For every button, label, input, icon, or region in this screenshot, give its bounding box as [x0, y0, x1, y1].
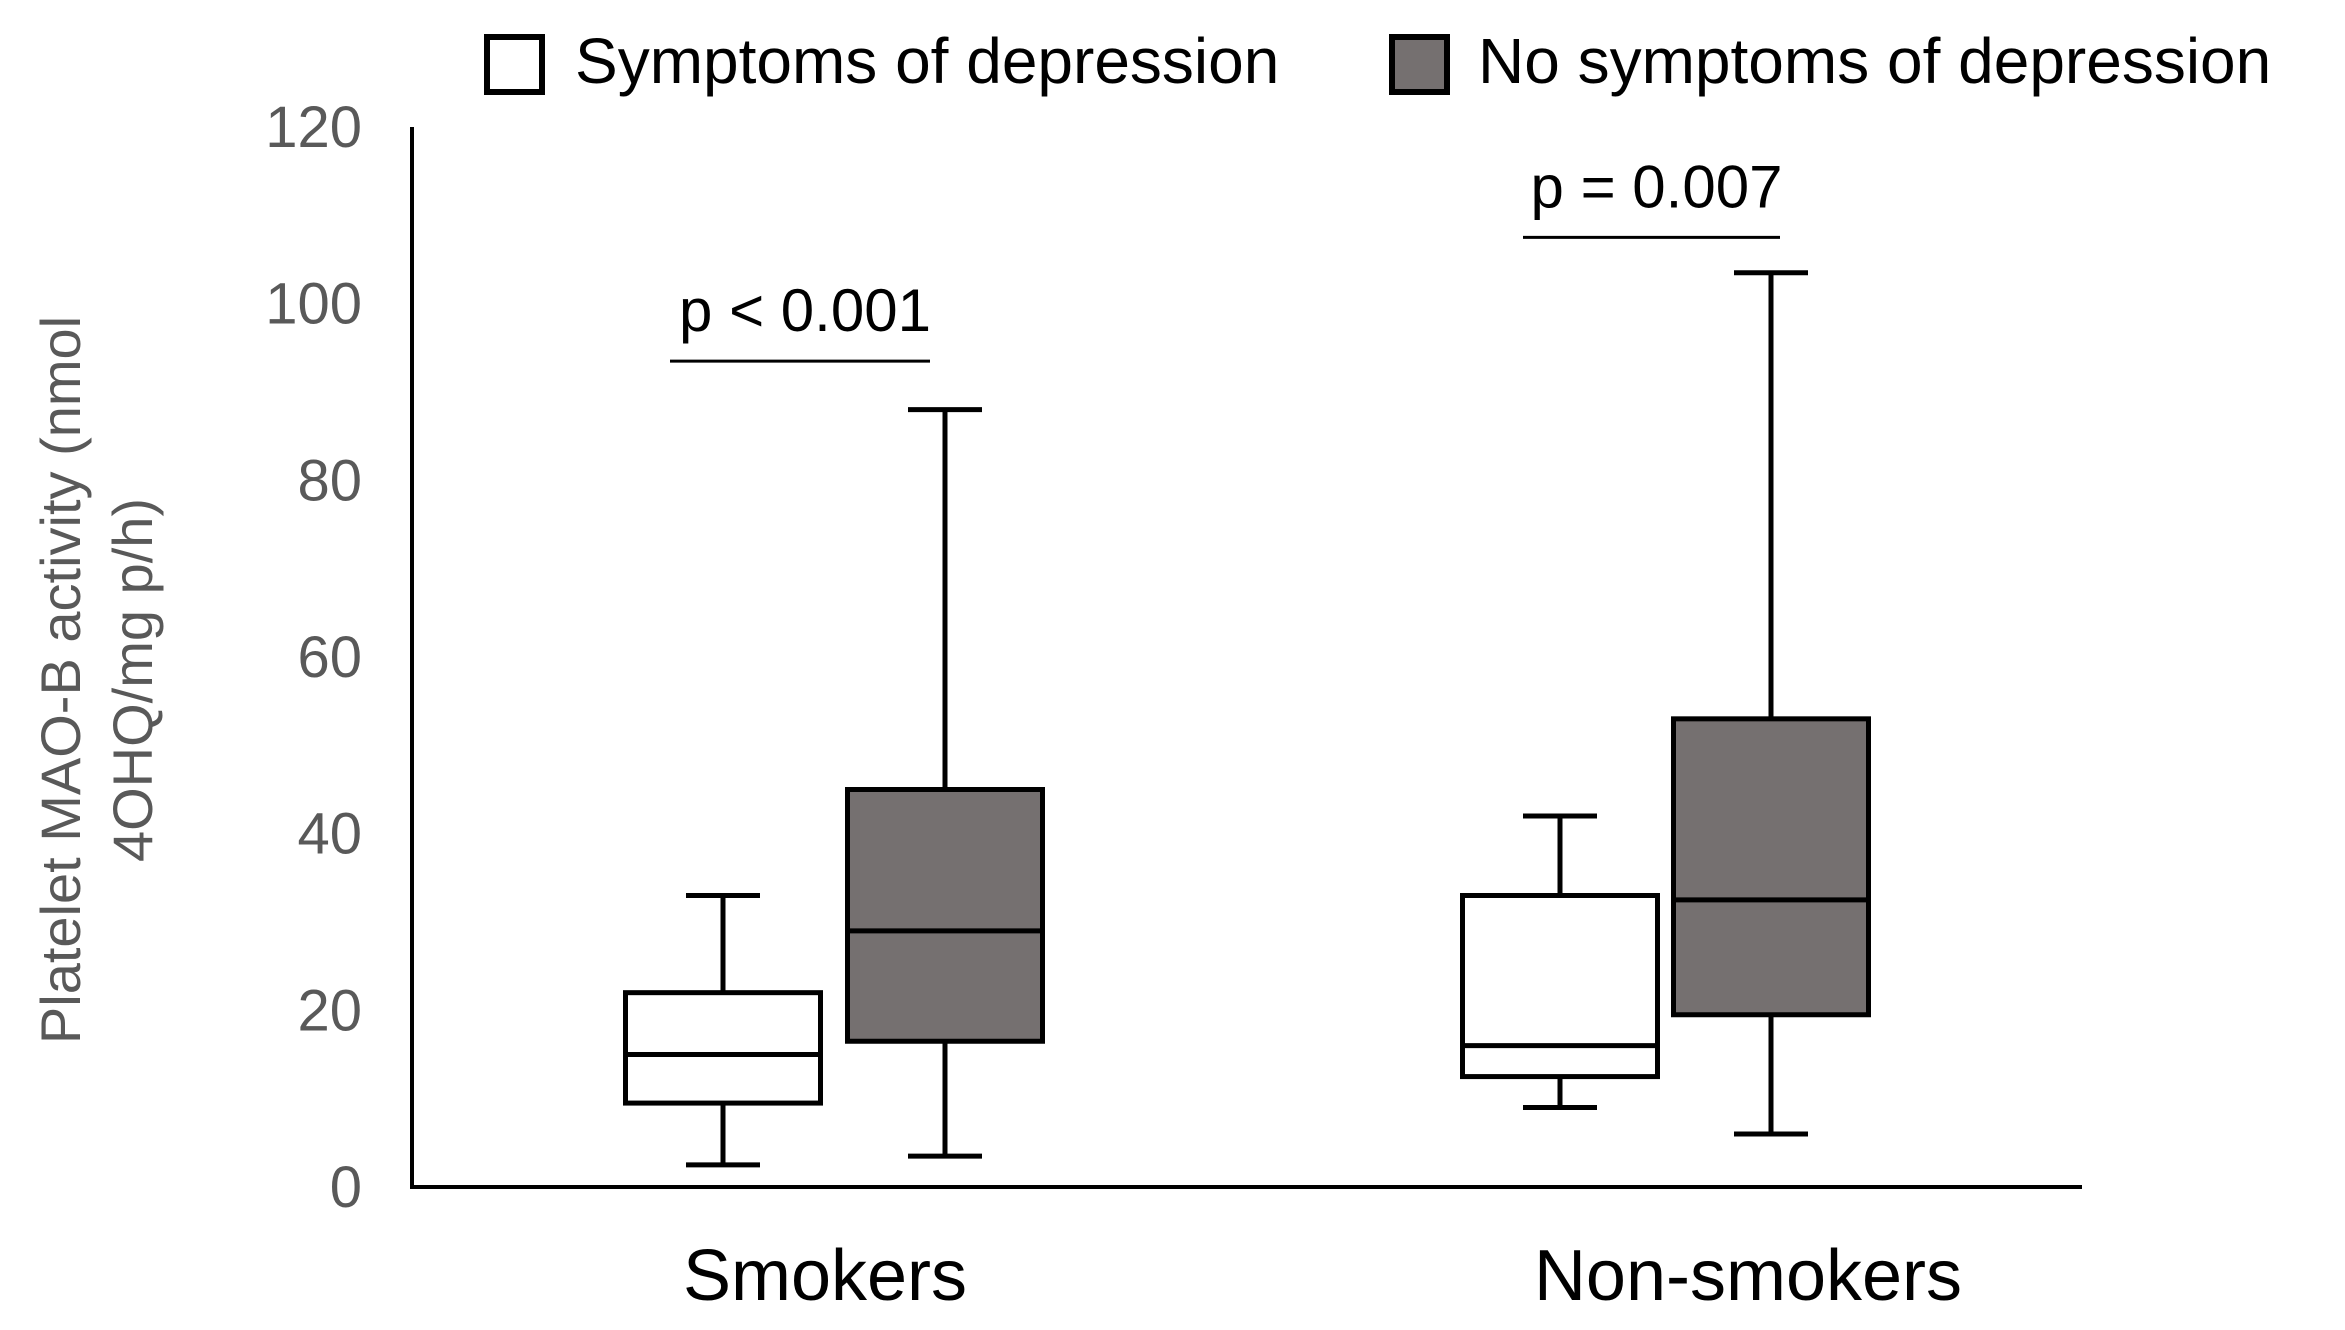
box-series0-cat0 — [623, 990, 823, 1106]
legend-swatch-no-symptoms — [1389, 34, 1450, 95]
significance-annotations: p < 0.001 p = 0.007 — [670, 153, 1783, 363]
legend-label-symptoms: Symptoms of depression — [575, 25, 1279, 97]
y-tick-label-80: 80 — [297, 448, 362, 513]
category-label-non-smokers: Non-smokers — [1534, 1236, 1962, 1316]
legend-swatch-symptoms — [484, 34, 545, 95]
y-tick-label-60: 60 — [297, 625, 362, 690]
box-series1-cat1 — [1671, 716, 1871, 1018]
y-axis-title-line-1: Platelet MAO-B activity (nmol — [29, 316, 92, 1044]
box-series1-cat0 — [845, 787, 1045, 1044]
p-value-label-1: p = 0.007 — [1531, 153, 1783, 220]
y-tick-label-20: 20 — [297, 978, 362, 1043]
y-tick-label-40: 40 — [297, 802, 362, 867]
legend-label-no-symptoms: No symptoms of depression — [1478, 25, 2271, 97]
y-tick-labels: 0 20 40 60 80 100 120 — [265, 95, 362, 1220]
y-tick-label-0: 0 — [330, 1155, 362, 1220]
category-label-smokers: Smokers — [683, 1236, 967, 1316]
p-value-label-0: p < 0.001 — [679, 277, 931, 344]
legend: Symptoms of depression No symptoms of de… — [484, 25, 2271, 97]
y-axis-title-line-2: 4OHQ/mg p/h) — [101, 498, 164, 862]
y-axis-title: Platelet MAO-B activity (nmol 4OHQ/mg p/… — [29, 316, 164, 1044]
box-series0-cat1 — [1460, 893, 1660, 1080]
boxes — [623, 270, 1871, 1168]
y-tick-label-100: 100 — [265, 272, 362, 337]
y-tick-label-120: 120 — [265, 95, 362, 160]
